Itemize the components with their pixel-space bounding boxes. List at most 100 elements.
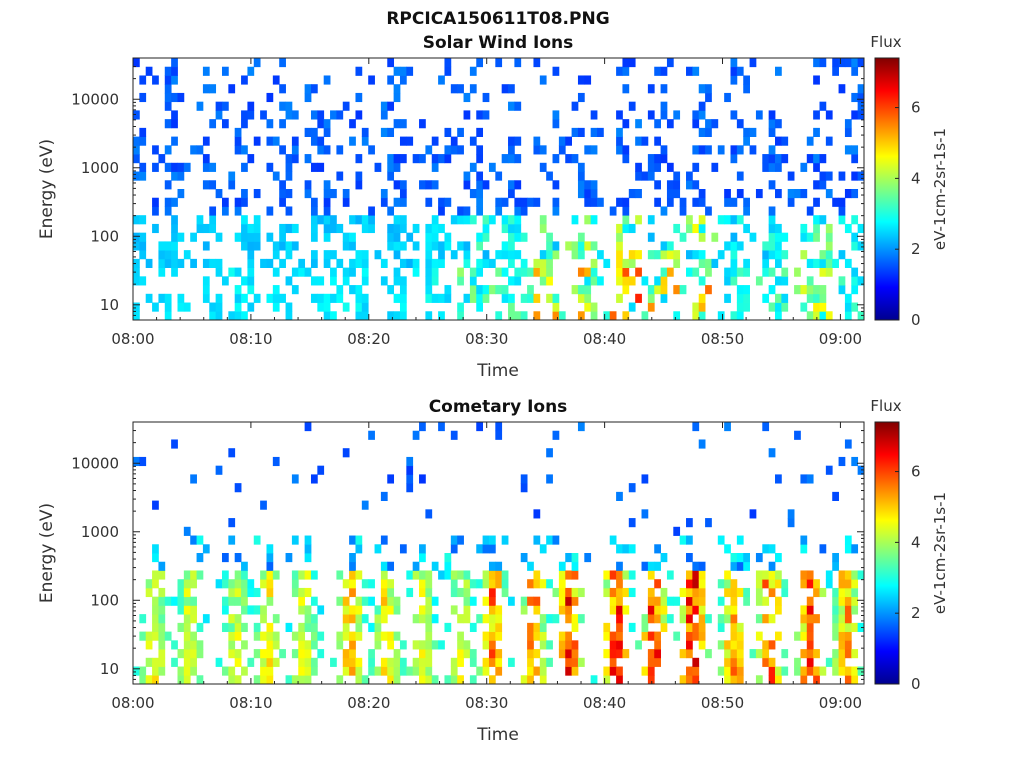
spectrogram-cell <box>851 285 859 295</box>
spectrogram-cell <box>533 145 541 155</box>
spectrogram-cell <box>698 311 706 321</box>
spectrogram-cell <box>577 587 585 598</box>
spectrogram-cell <box>361 311 369 321</box>
spectrogram-cell <box>482 640 490 650</box>
spectrogram-cell <box>241 622 248 632</box>
spectrogram-cell <box>844 439 852 449</box>
spectrogram-cell <box>304 570 312 580</box>
spectrogram-cell <box>349 285 356 295</box>
spectrogram-cell <box>755 649 763 659</box>
spectrogram-cell <box>844 119 852 129</box>
spectrogram-cell <box>228 448 236 458</box>
spectrogram-cell <box>794 666 801 676</box>
spectrogram-cell <box>616 622 623 632</box>
spectrogram-cell <box>469 66 477 76</box>
spectrogram-cell <box>724 276 731 286</box>
spectrogram-cell <box>476 180 484 190</box>
spectrogram-cell <box>717 596 725 606</box>
spectrogram-cell <box>164 101 172 111</box>
spectrogram-cell <box>215 267 223 277</box>
spectrogram-cell <box>317 162 325 172</box>
spectrogram-cell <box>133 302 140 312</box>
spectrogram-cell <box>228 311 236 321</box>
spectrogram-cell <box>228 675 236 685</box>
spectrogram-cell <box>380 614 388 624</box>
spectrogram-cell <box>724 666 731 676</box>
spectrogram-cell <box>406 570 414 580</box>
spectrogram-cell <box>819 311 827 321</box>
spectrogram-cell <box>387 154 395 164</box>
spectrogram-cell <box>374 640 382 650</box>
spectrogram-cell <box>444 66 452 76</box>
x-tick-label: 08:20 <box>347 694 390 712</box>
spectrogram-cell <box>387 587 395 598</box>
spectrogram-cell <box>565 553 572 563</box>
spectrogram-cell <box>527 267 534 277</box>
spectrogram-cell <box>501 84 509 94</box>
spectrogram-cell <box>647 675 655 685</box>
spectrogram-cell <box>285 675 293 685</box>
spectrogram-cell <box>508 101 515 111</box>
spectrogram-cell <box>298 649 306 659</box>
spectrogram-cell <box>310 640 318 650</box>
spectrogram-cell <box>565 241 572 251</box>
spectrogram-cell <box>844 544 852 554</box>
spectrogram-cell <box>342 622 350 632</box>
spectrogram-cell <box>152 675 159 685</box>
spectrogram-cell <box>164 302 172 312</box>
spectrogram-cell <box>495 570 503 580</box>
spectrogram-cell <box>469 215 477 225</box>
spectrogram-cell <box>743 223 750 234</box>
spectrogram-cell <box>209 84 217 94</box>
spectrogram-cell <box>202 162 210 172</box>
spectrogram-cell <box>654 657 661 667</box>
spectrogram-cell <box>539 162 547 172</box>
colorbar-tick-label: 4 <box>911 533 921 551</box>
spectrogram-cell <box>412 561 420 571</box>
spectrogram-cell <box>463 587 471 598</box>
spectrogram-cell <box>171 596 178 606</box>
spectrogram-cell <box>692 605 700 615</box>
spectrogram-cell <box>438 311 445 321</box>
spectrogram-cell <box>183 162 191 172</box>
spectrogram-cell <box>730 66 738 76</box>
spectrogram-cell <box>355 258 363 268</box>
spectrogram-cell <box>781 293 789 303</box>
spectrogram-cell <box>488 215 496 225</box>
spectrogram-cell <box>412 640 420 650</box>
spectrogram-cell <box>152 614 159 624</box>
spectrogram-cell <box>660 145 668 155</box>
spectrogram-cell <box>361 675 369 685</box>
spectrogram-cell <box>304 189 312 199</box>
spectrogram-cell <box>705 267 712 277</box>
spectrogram-cell <box>838 631 846 641</box>
spectrogram-cell <box>285 171 293 181</box>
spectrogram-cell <box>768 162 776 172</box>
spectrogram-cell <box>628 518 636 528</box>
spectrogram-cell <box>501 197 509 207</box>
spectrogram-cell <box>183 605 191 615</box>
spectrogram-cell <box>565 605 572 615</box>
spectrogram-cell <box>387 58 395 68</box>
spectrogram-cell <box>380 570 388 580</box>
spectrogram-cell <box>857 84 865 94</box>
spectrogram-cell <box>514 232 522 242</box>
spectrogram-cell <box>330 189 337 199</box>
spectrogram-cell <box>209 215 217 225</box>
spectrogram-cell <box>692 66 700 76</box>
spectrogram-cell <box>310 614 318 624</box>
spectrogram-cell <box>730 596 738 606</box>
spectrogram-cell <box>844 223 852 234</box>
x-tick-label: 08:10 <box>229 694 272 712</box>
spectrogram-cell <box>806 640 814 650</box>
spectrogram-cell <box>158 267 166 277</box>
spectrogram-cell <box>520 197 528 207</box>
spectrogram-cell <box>857 110 865 120</box>
spectrogram-cell <box>450 215 458 225</box>
spectrogram-cell <box>501 579 509 589</box>
spectrogram-cell <box>724 640 731 650</box>
spectrogram-cell <box>590 215 598 225</box>
spectrogram-cell <box>425 509 433 519</box>
spectrogram-cell <box>266 92 274 103</box>
spectrogram-cell <box>520 553 528 563</box>
